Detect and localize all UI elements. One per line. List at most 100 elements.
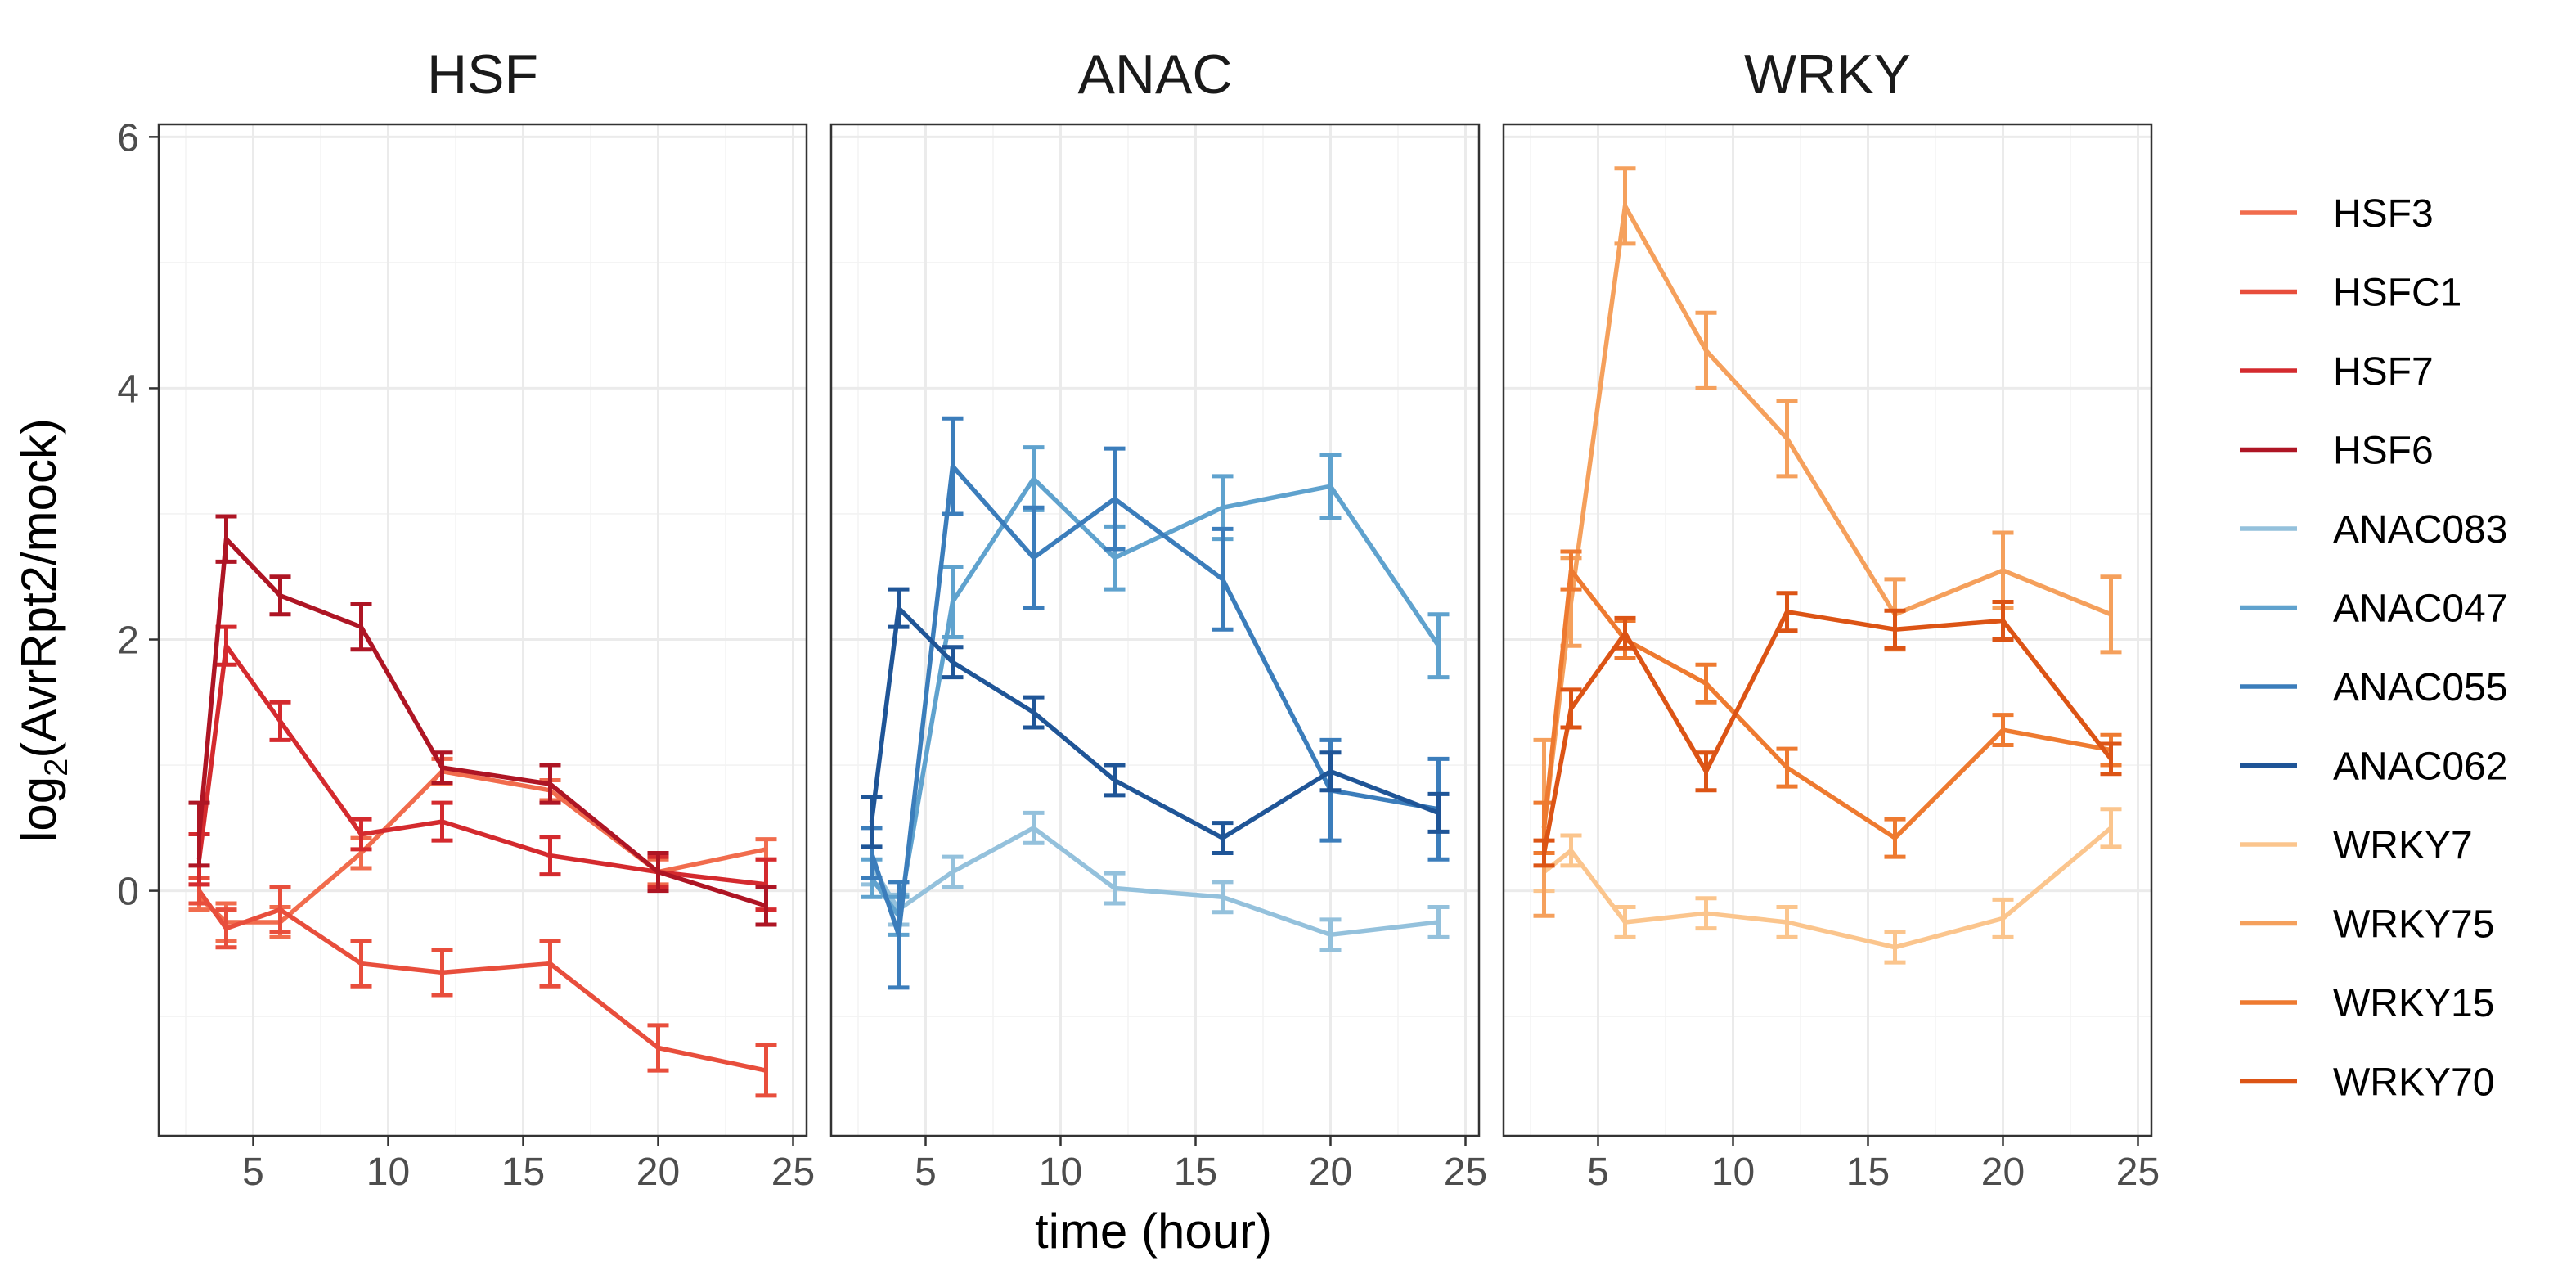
legend-item-wrky7: WRKY7 xyxy=(2240,824,2473,867)
y-axis-title: log2(AvrRpt2/mock) xyxy=(11,418,74,842)
series-line xyxy=(1541,204,2112,829)
error-bar xyxy=(431,800,453,843)
error-bar xyxy=(1319,917,1342,952)
x-tick-label: 25 xyxy=(2116,1151,2160,1194)
legend-label: ANAC083 xyxy=(2333,508,2507,552)
legend-label: HSF7 xyxy=(2333,350,2434,394)
x-axis-title: time (hour) xyxy=(1035,1204,1272,1259)
series-anac047 xyxy=(861,445,1450,937)
x-tick-label: 15 xyxy=(501,1151,545,1194)
error-bar xyxy=(942,645,964,680)
legend-item-wrky75: WRKY75 xyxy=(2240,903,2494,947)
series-line xyxy=(869,606,1440,840)
legend: HSF3 HSFC1 HSF7 HSF6 ANAC083 ANAC047 ANAC055 AN… xyxy=(2240,192,2507,1105)
error-bar xyxy=(1023,445,1045,512)
error-bar xyxy=(1212,880,1234,915)
error-bar xyxy=(539,763,561,805)
error-bar xyxy=(2100,807,2122,849)
y-axis-title-main: log xyxy=(11,777,66,842)
error-bar xyxy=(1776,591,1798,633)
error-bar xyxy=(1695,750,1717,793)
legend-label: ANAC062 xyxy=(2333,745,2507,789)
error-bar xyxy=(1212,526,1234,632)
error-bar xyxy=(1560,687,1582,730)
series-anac055 xyxy=(861,416,1450,990)
y-axis-title-rest: (AvrRpt2/mock) xyxy=(11,418,66,759)
y-tick-label: 0 xyxy=(117,871,139,914)
error-bar xyxy=(1023,695,1045,730)
legend-label: WRKY7 xyxy=(2333,824,2473,867)
error-bar xyxy=(215,514,237,564)
error-bar xyxy=(269,885,291,934)
error-bar xyxy=(1104,763,1126,798)
y-tick-label: 4 xyxy=(117,367,139,411)
error-bar xyxy=(755,1043,777,1098)
error-bar xyxy=(1319,750,1342,793)
y-tick-label: 6 xyxy=(117,116,139,160)
error-bar xyxy=(888,880,910,990)
error-bar xyxy=(539,939,561,989)
error-bar xyxy=(431,948,453,998)
legend-item-hsf3: HSF3 xyxy=(2240,192,2434,236)
error-bar xyxy=(1319,453,1342,520)
error-bar xyxy=(1992,713,2014,747)
panel-wrky: WRKY 5 10 15 20 25 xyxy=(1502,43,2160,1194)
y-axis-title-subscript: 2 xyxy=(38,759,74,777)
error-bar xyxy=(350,939,372,989)
series-hsf6 xyxy=(188,514,777,927)
series-wrky7 xyxy=(1533,807,2122,965)
error-bar xyxy=(755,885,777,927)
panels: HSF 5 10 15 20 25 0 2 4 6 ANAC 5 10 15 20 25 WRKY 5 10 15 20… xyxy=(117,43,2160,1194)
legend-label: ANAC055 xyxy=(2333,666,2507,709)
legend-item-anac055: ANAC055 xyxy=(2240,666,2507,709)
x-tick-label: 5 xyxy=(1587,1151,1609,1194)
legend-item-wrky15: WRKY15 xyxy=(2240,982,2494,1025)
error-bar xyxy=(1560,833,1582,868)
series-line xyxy=(197,889,767,1073)
error-bar xyxy=(1023,810,1045,845)
y-tick-label: 2 xyxy=(117,619,139,663)
x-tick-label: 10 xyxy=(1711,1151,1755,1194)
x-tick-label: 20 xyxy=(1309,1151,1352,1194)
error-bar xyxy=(215,907,237,950)
legend-item-hsf7: HSF7 xyxy=(2240,350,2434,394)
x-tick-label: 20 xyxy=(1981,1151,2025,1194)
error-bar xyxy=(1992,530,2014,610)
error-bar xyxy=(1884,608,1906,651)
error-bar xyxy=(1427,905,1450,939)
error-bar xyxy=(1695,310,1717,390)
x-tick-label: 15 xyxy=(1846,1151,1890,1194)
legend-label: HSF3 xyxy=(2333,192,2434,236)
error-bar xyxy=(647,851,669,894)
series-line xyxy=(870,826,1439,938)
panel-frame xyxy=(829,123,1481,1137)
legend-label: HSF6 xyxy=(2333,430,2434,473)
error-bar xyxy=(1560,549,1582,592)
panel-title: ANAC xyxy=(1078,43,1233,106)
legend-label: WRKY15 xyxy=(2333,982,2494,1025)
error-bar xyxy=(1614,905,1636,939)
error-bar xyxy=(942,854,964,889)
panel-anac: ANAC 5 10 15 20 25 xyxy=(829,43,1487,1194)
legend-label: ANAC047 xyxy=(2333,588,2507,631)
error-bar xyxy=(431,750,453,786)
error-bar xyxy=(269,574,291,617)
series-wrky15 xyxy=(1533,549,2122,859)
error-bar xyxy=(1695,662,1717,705)
series-anac083 xyxy=(861,810,1450,952)
series-line xyxy=(869,463,1439,938)
error-bar xyxy=(1992,599,2014,642)
series-line xyxy=(197,768,767,925)
legend-label: HSFC1 xyxy=(2333,272,2461,315)
x-tick-label: 20 xyxy=(636,1151,680,1194)
legend-item-hsf6: HSF6 xyxy=(2240,430,2434,473)
series-line xyxy=(1541,568,2112,840)
panel-frame xyxy=(157,123,808,1137)
error-bar xyxy=(1776,905,1798,939)
error-bar xyxy=(1533,838,1555,868)
panel-title: WRKY xyxy=(1744,43,1911,106)
error-bar xyxy=(1992,897,2014,939)
error-bar xyxy=(188,800,210,868)
error-bar xyxy=(1884,817,1906,859)
